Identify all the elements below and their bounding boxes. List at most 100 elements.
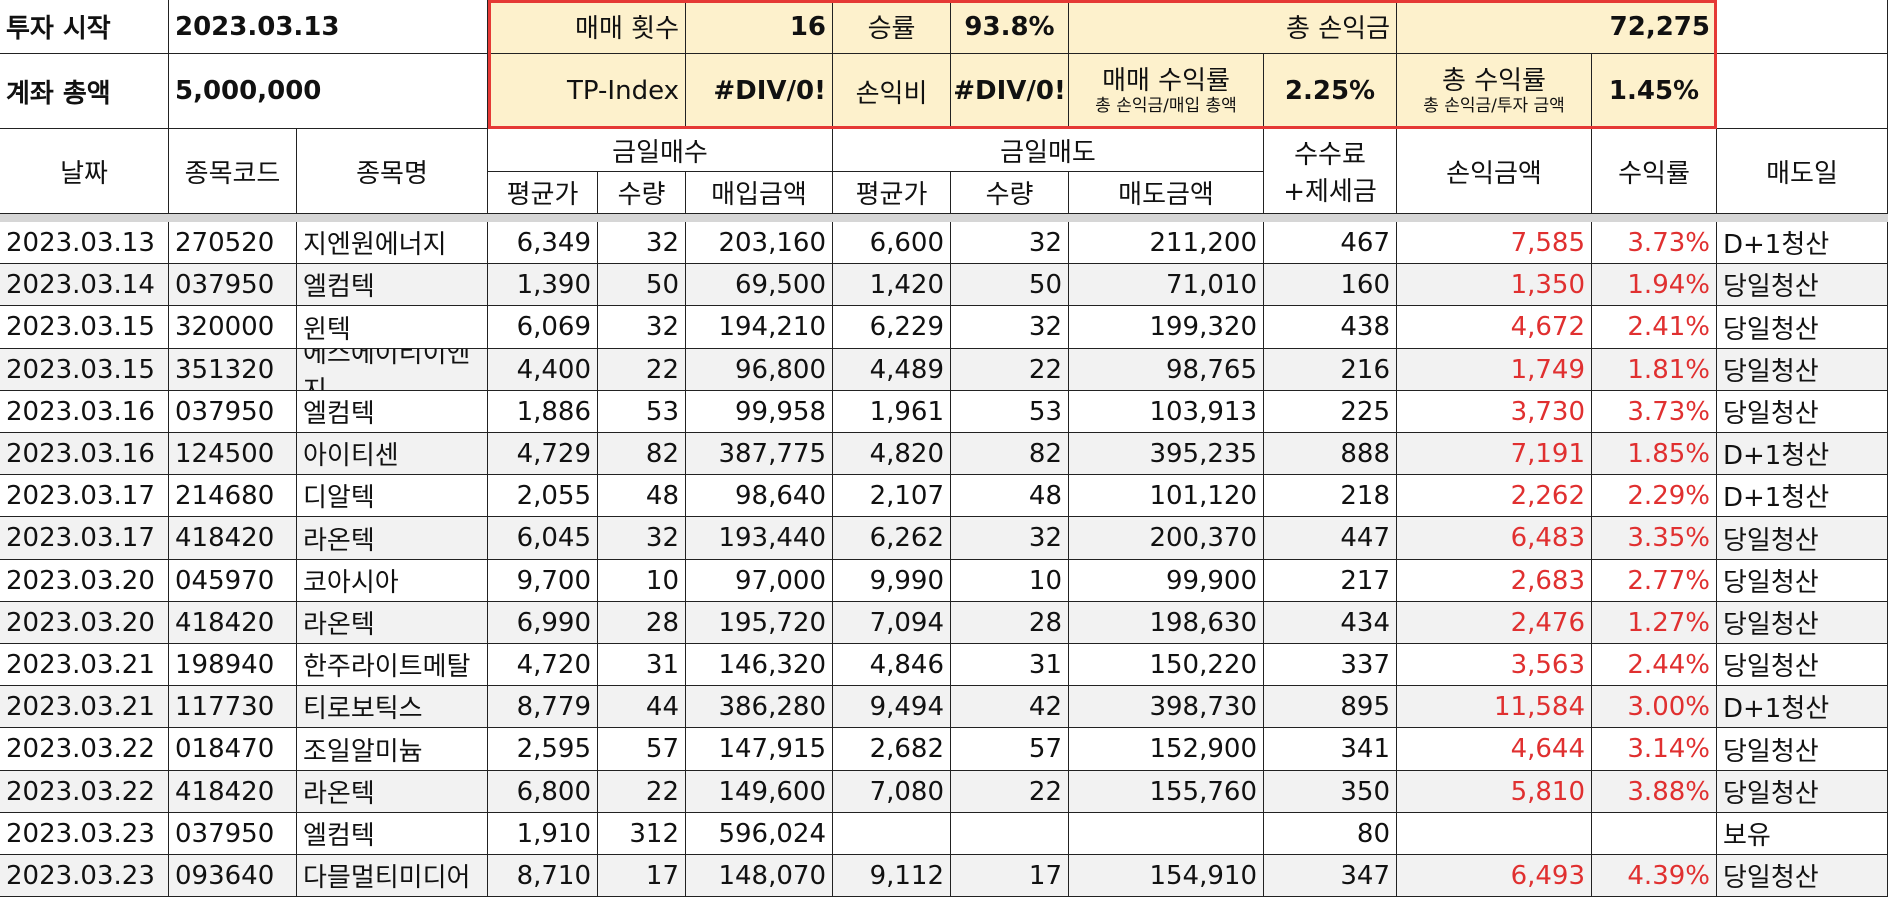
data-cell: 당일청산: [1717, 560, 1888, 602]
data-cell: 2.41%: [1592, 306, 1717, 349]
value-cell: 93.8%: [951, 0, 1069, 54]
data-cell: D+1청산: [1717, 686, 1888, 728]
data-cell: 32: [951, 517, 1069, 560]
data-cell: 199,320: [1069, 306, 1264, 349]
data-cell: 018470: [169, 728, 297, 771]
data-cell: 194,210: [686, 306, 833, 349]
data-cell: 270520: [169, 222, 297, 264]
data-cell: 320000: [169, 306, 297, 349]
data-cell: 155,760: [1069, 771, 1264, 813]
data-cell: 1.85%: [1592, 433, 1717, 475]
data-cell: 6,262: [833, 517, 951, 560]
data-cell: 037950: [169, 264, 297, 306]
data-cell: 22: [598, 349, 686, 391]
data-cell: 193,440: [686, 517, 833, 560]
data-cell: 1,420: [833, 264, 951, 306]
data-cell: 당일청산: [1717, 644, 1888, 686]
data-cell: 2023.03.21: [0, 644, 169, 686]
data-cell: 200,370: [1069, 517, 1264, 560]
data-cell: [951, 813, 1069, 855]
data-cell: 98,765: [1069, 349, 1264, 391]
data-cell: 99,900: [1069, 560, 1264, 602]
label-cell: 투자 시작: [0, 0, 169, 54]
data-cell: 2023.03.16: [0, 391, 169, 433]
data-cell: 2023.03.13: [0, 222, 169, 264]
data-cell: 4.39%: [1592, 855, 1717, 897]
data-cell: 149,600: [686, 771, 833, 813]
data-cell: 037950: [169, 813, 297, 855]
data-cell: 3.35%: [1592, 517, 1717, 560]
data-cell: 347: [1264, 855, 1397, 897]
data-cell: 2,107: [833, 475, 951, 517]
data-cell: 2.44%: [1592, 644, 1717, 686]
data-cell: 22: [598, 771, 686, 813]
data-cell: 1,886: [488, 391, 598, 433]
data-cell: 28: [951, 602, 1069, 644]
data-cell: 217: [1264, 560, 1397, 602]
header-sub: 수량: [951, 172, 1069, 214]
data-cell: 9,112: [833, 855, 951, 897]
data-cell: 6,600: [833, 222, 951, 264]
header-cell: 종목코드: [169, 129, 297, 214]
data-cell: 2.77%: [1592, 560, 1717, 602]
data-cell: 11,584: [1397, 686, 1592, 728]
header-sub: 매입금액: [686, 172, 833, 214]
header-cell: 날짜: [0, 129, 169, 214]
data-cell: 당일청산: [1717, 855, 1888, 897]
data-cell: 1.27%: [1592, 602, 1717, 644]
empty-cell: [1717, 54, 1888, 129]
data-cell: 154,910: [1069, 855, 1264, 897]
data-cell: 82: [598, 433, 686, 475]
value-cell: 2.25%: [1264, 54, 1397, 129]
data-cell: 2,262: [1397, 475, 1592, 517]
header-sub: 평균가: [833, 172, 951, 214]
header-sub: 수량: [598, 172, 686, 214]
data-cell: 당일청산: [1717, 728, 1888, 771]
data-cell: 조일알미늄: [297, 728, 488, 771]
data-cell: 4,489: [833, 349, 951, 391]
data-cell: 337: [1264, 644, 1397, 686]
data-cell: 32: [598, 222, 686, 264]
data-cell: 당일청산: [1717, 771, 1888, 813]
data-cell: 198,630: [1069, 602, 1264, 644]
data-cell: 6,229: [833, 306, 951, 349]
data-cell: 한주라이트메탈: [297, 644, 488, 686]
label-cell: 총 수익률 총 손익금/투자 금액: [1397, 54, 1592, 129]
data-cell: 69,500: [686, 264, 833, 306]
data-cell: 1,749: [1397, 349, 1592, 391]
data-cell: 7,094: [833, 602, 951, 644]
data-cell: D+1청산: [1717, 433, 1888, 475]
data-cell: 2023.03.17: [0, 475, 169, 517]
data-cell: 147,915: [686, 728, 833, 771]
freeze-divider: [0, 214, 1888, 222]
value-cell: 1.45%: [1592, 54, 1717, 129]
data-cell: 2,683: [1397, 560, 1592, 602]
data-cell: 17: [951, 855, 1069, 897]
data-cell: D+1청산: [1717, 475, 1888, 517]
value-cell: 5,000,000: [169, 54, 488, 129]
value-cell: #DIV/0!: [951, 54, 1069, 129]
data-cell: 1,390: [488, 264, 598, 306]
header-cell: 매도일: [1717, 129, 1888, 214]
data-cell: 037950: [169, 391, 297, 433]
data-cell: 418420: [169, 771, 297, 813]
data-cell: 97,000: [686, 560, 833, 602]
data-cell: 53: [951, 391, 1069, 433]
label-cell: 매매 횟수: [488, 0, 686, 54]
data-cell: 4,820: [833, 433, 951, 475]
data-cell: 447: [1264, 517, 1397, 560]
data-cell: 198940: [169, 644, 297, 686]
data-cell: 4,672: [1397, 306, 1592, 349]
label-cell: 총 손익금: [1069, 0, 1397, 54]
data-cell: 48: [951, 475, 1069, 517]
data-cell: [833, 813, 951, 855]
data-cell: 다믈멀티미디어: [297, 855, 488, 897]
header-cell: 수수료 +제세금: [1264, 129, 1397, 214]
data-cell: 2023.03.14: [0, 264, 169, 306]
header-sub: 평균가: [488, 172, 598, 214]
data-cell: 50: [951, 264, 1069, 306]
data-cell: 당일청산: [1717, 264, 1888, 306]
data-cell: 150,220: [1069, 644, 1264, 686]
data-cell: 2,476: [1397, 602, 1592, 644]
data-cell: 3.14%: [1592, 728, 1717, 771]
